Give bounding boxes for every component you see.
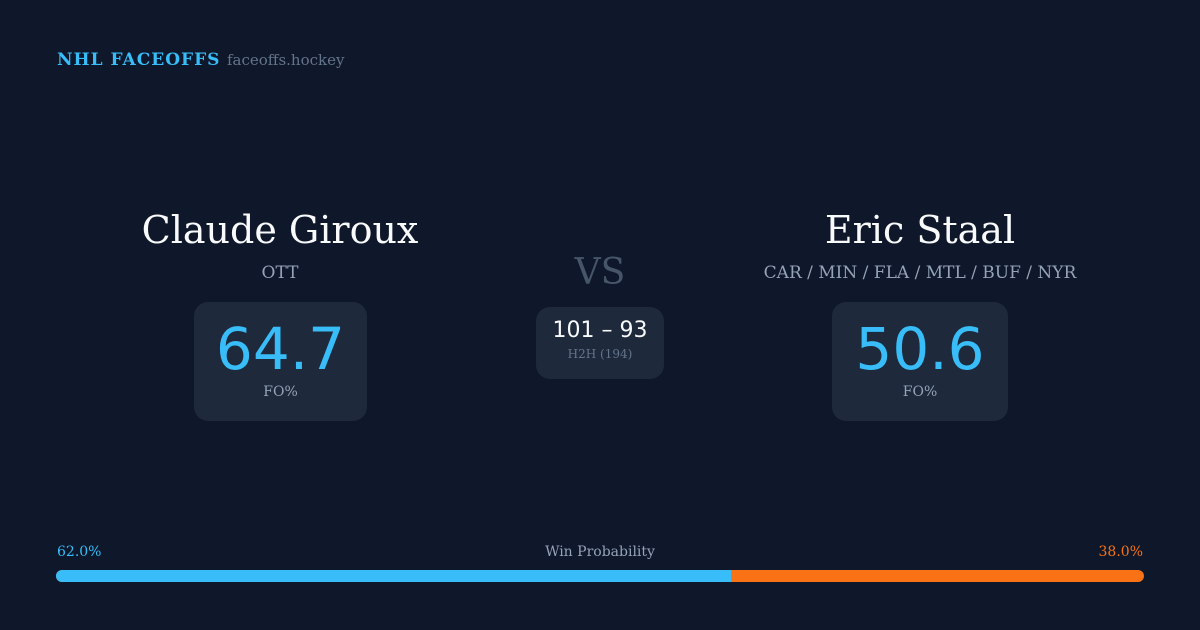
brand-title: NHL FACEOFFS [57,50,221,70]
left-player-name: Claude Giroux [141,208,419,252]
right-fo-label: FO% [902,384,938,400]
site-url[interactable]: faceoffs.hockey [227,51,345,69]
left-fo-label: FO% [263,384,298,400]
win-probability-bar [56,570,1144,582]
right-fo-value: 50.6 [855,315,985,383]
win-probability-title: Win Probability [545,544,655,560]
h2h-score: 101 – 93 [552,318,648,343]
right-player-name: Eric Staal [824,208,1016,252]
left-win-pct: 62.0% [57,544,102,560]
h2h-card: 101 – 93 H2H (194) [536,307,664,379]
left-player-team: OTT [261,263,299,283]
h2h-total: H2H (194) [567,347,633,361]
left-fo-card: 64.7 FO% [194,302,367,421]
right-player-team: CAR / MIN / FLA / MTL / BUF / NYR [763,263,1077,283]
left-fo-value: 64.7 [215,315,346,383]
vs-label: VS [574,252,626,293]
right-fo-card: 50.6 FO% [832,302,1008,421]
win-probability-left-fill [56,570,731,582]
right-win-pct: 38.0% [1098,544,1143,560]
